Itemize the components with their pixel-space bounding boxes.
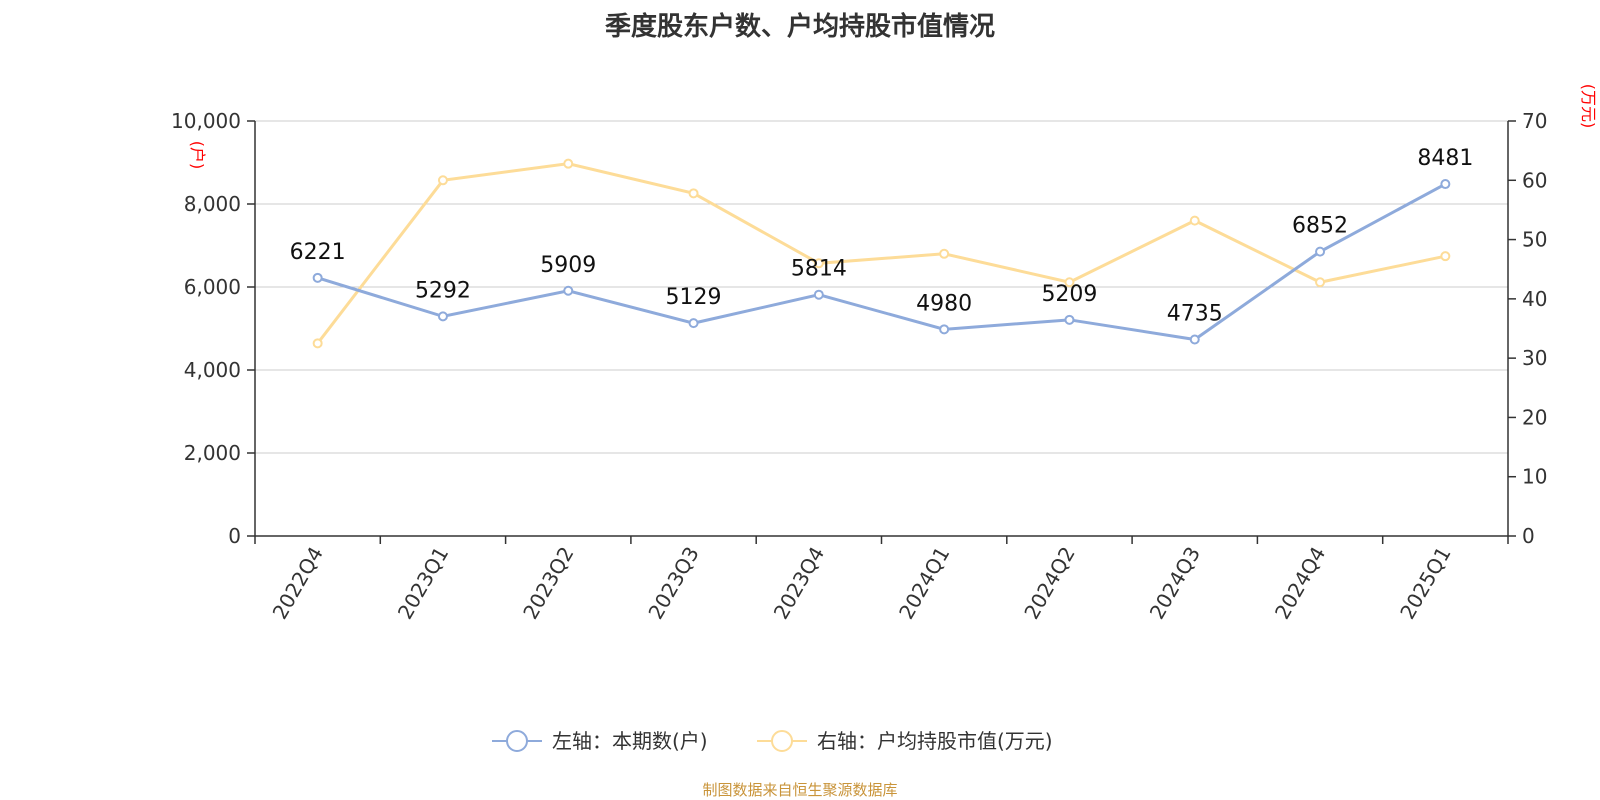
data-label-left: 4735 [1167, 301, 1223, 326]
right-axis-tick-label: 20 [1522, 405, 1547, 429]
right-axis-tick-label: 10 [1522, 465, 1547, 489]
series-line-right [316, 162, 1446, 345]
legend-swatch-right [771, 730, 793, 752]
right-axis-tick-label: 70 [1522, 109, 1547, 133]
right-axis-tick-label: 0 [1522, 524, 1535, 548]
legend-swatch-left [506, 730, 528, 752]
data-point-right [1315, 277, 1326, 288]
data-point-right [939, 248, 950, 259]
data-point-left [1064, 314, 1075, 325]
data-label-left: 5909 [540, 253, 596, 278]
data-label-left: 5209 [1041, 282, 1097, 307]
data-point-left [813, 289, 824, 300]
left-axis-tick-label: 2,000 [184, 441, 241, 465]
right-axis-tick-label: 40 [1522, 287, 1547, 311]
series-line-left [317, 182, 1447, 342]
source-note: 制图数据来自恒生聚源数据库 [702, 781, 898, 799]
data-label-left: 5292 [415, 278, 471, 303]
left-axis-unit: (户) [188, 141, 207, 170]
left-axis-tick-label: 10,000 [171, 109, 241, 133]
data-point-right [312, 338, 323, 349]
data-label-left: 5814 [791, 257, 847, 282]
data-point-right [1189, 215, 1200, 226]
left-axis-tick-label: 8,000 [184, 192, 241, 216]
data-point-left [1440, 179, 1451, 190]
data-point-left [563, 285, 574, 296]
data-label-left: 6852 [1292, 214, 1348, 239]
data-point-right [813, 258, 824, 269]
data-point-right [563, 158, 574, 169]
right-axis-unit: (万元) [1579, 84, 1598, 129]
right-axis-tick-label: 50 [1522, 228, 1547, 252]
legend-label-left: 左轴：本期数(户) [552, 729, 708, 753]
data-point-left [1189, 334, 1200, 345]
legend-label-right: 右轴：户均持股市值(万元) [817, 729, 1053, 753]
x-axis-tick-label: 2023Q2 [518, 543, 578, 624]
data-point-left [688, 318, 699, 329]
data-point-right [688, 188, 699, 199]
data-point-left [312, 272, 323, 283]
x-axis-tick-label: 2022Q4 [268, 543, 328, 624]
data-label-left: 4980 [916, 291, 972, 316]
data-point-left [437, 311, 448, 322]
left-axis-tick-label: 4,000 [184, 358, 241, 382]
left-axis-tick-label: 6,000 [184, 275, 241, 299]
x-axis-tick-label: 2023Q3 [643, 543, 703, 624]
x-axis-tick-label: 2023Q4 [769, 543, 829, 624]
chart-title: 季度股东户数、户均持股市值情况 [604, 12, 995, 42]
data-label-left: 8481 [1417, 146, 1473, 171]
x-axis-tick-label: 2024Q1 [894, 543, 954, 624]
data-point-right [437, 175, 448, 186]
x-axis-tick-label: 2023Q1 [393, 543, 453, 624]
right-axis-tick-label: 30 [1522, 346, 1547, 370]
x-axis-tick-label: 2024Q3 [1145, 543, 1205, 624]
data-point-left [1315, 246, 1326, 257]
data-label-left: 5129 [666, 285, 722, 310]
data-point-left [939, 324, 950, 335]
right-axis-tick-label: 60 [1522, 168, 1547, 192]
x-axis-tick-label: 2025Q1 [1395, 543, 1455, 624]
left-axis-tick-label: 0 [228, 524, 241, 548]
data-label-left: 6221 [290, 240, 346, 265]
x-axis-tick-label: 2024Q4 [1270, 543, 1330, 624]
data-point-right [1064, 277, 1075, 288]
x-axis-tick-label: 2024Q2 [1019, 543, 1079, 624]
data-point-right [1440, 251, 1451, 262]
